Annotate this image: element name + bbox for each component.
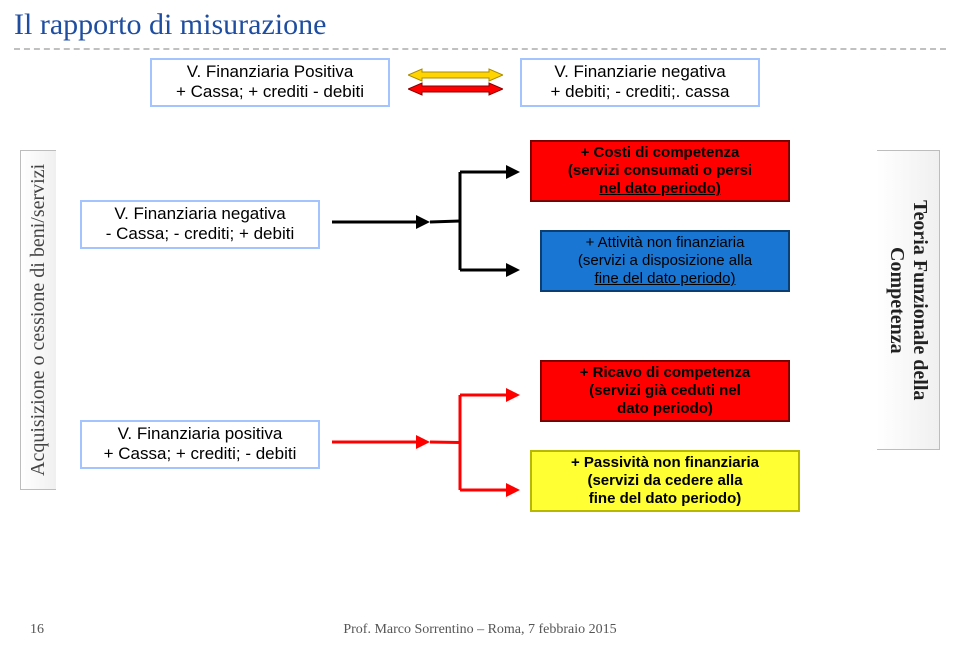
- left-vertical-label: Acquisizione o cessione di beni/servizi: [20, 150, 56, 490]
- rb-line2: (servizi già ceduti nel: [550, 382, 780, 400]
- rb-line3: dato periodo): [550, 400, 780, 418]
- box-line2: + debiti; - crediti;. cassa: [530, 82, 750, 102]
- rb-line3: fine del dato periodo): [550, 270, 780, 288]
- box-line1: V. Finanziaria negativa: [90, 204, 310, 224]
- right-box-0: + Costi di competenza(servizi consumati …: [530, 140, 790, 202]
- right-vertical-label: Teoria Funzionale della Competenza: [877, 150, 940, 450]
- rb-line2: (servizi consumati o persi: [540, 162, 780, 180]
- rb-line1: + Costi di competenza: [540, 144, 780, 162]
- box-line2: - Cassa; - crediti; + debiti: [90, 224, 310, 244]
- right-label-l1: Teoria Funzionale della: [908, 163, 931, 437]
- rb-line1: + Attività non finanziaria: [550, 234, 780, 252]
- right-box-1: + Attività non finanziaria(servizi a dis…: [540, 230, 790, 292]
- bidir-arrow-icon: [408, 67, 503, 97]
- rb-line3: nel dato periodo): [540, 180, 780, 198]
- top-row: V. Finanziaria Positiva + Cassa; + credi…: [150, 58, 870, 118]
- box-line1: V. Finanziaria Positiva: [160, 62, 380, 82]
- box-fin-negativa-top: V. Finanziarie negativa + debiti; - cred…: [520, 58, 760, 107]
- rb-line2: (servizi da cedere alla: [540, 472, 790, 490]
- rb-line2: (servizi a disposizione alla: [550, 252, 780, 270]
- title-divider: [14, 48, 946, 50]
- box-line1: V. Finanziaria positiva: [90, 424, 310, 444]
- box-line1: V. Finanziarie negativa: [530, 62, 750, 82]
- box-line2: + Cassa; + crediti; - debiti: [90, 444, 310, 464]
- footer-text: Prof. Marco Sorrentino – Roma, 7 febbrai…: [0, 622, 960, 638]
- right-label-l2: Competenza: [885, 163, 908, 437]
- rb-line1: + Passività non finanziaria: [540, 454, 790, 472]
- box-fin-positiva-mid: V. Finanziaria positiva + Cassa; + credi…: [80, 420, 320, 469]
- box-line2: + Cassa; + crediti - debiti: [160, 82, 380, 102]
- slide-title: Il rapporto di misurazione: [0, 0, 960, 46]
- box-fin-positiva-top: V. Finanziaria Positiva + Cassa; + credi…: [150, 58, 390, 107]
- box-fin-negativa-mid: V. Finanziaria negativa - Cassa; - credi…: [80, 200, 320, 249]
- rb-line1: + Ricavo di competenza: [550, 364, 780, 382]
- right-box-3: + Passività non finanziaria(servizi da c…: [530, 450, 800, 512]
- rb-line3: fine del dato periodo): [540, 490, 790, 508]
- right-box-2: + Ricavo di competenza(servizi già cedut…: [540, 360, 790, 422]
